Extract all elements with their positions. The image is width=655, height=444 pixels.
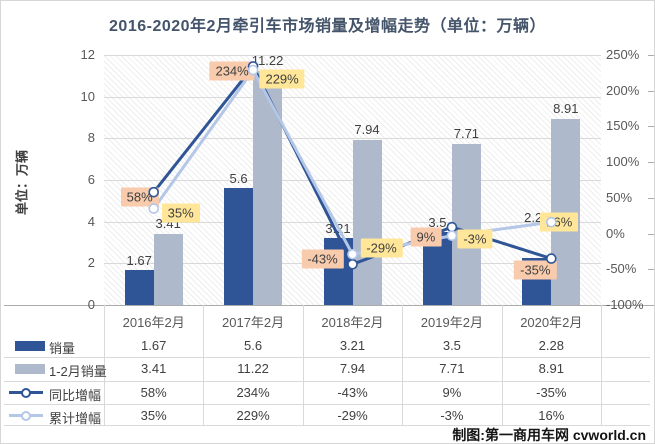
label-yoy-growth: -35% xyxy=(514,260,557,280)
category-label: 2019年2月 xyxy=(420,315,483,330)
right-axis-tick: 0% xyxy=(606,225,625,241)
label-cumulative-growth: -3% xyxy=(457,229,493,249)
table-cell: 3.21 xyxy=(339,337,366,353)
table-row-separator xyxy=(4,425,650,426)
right-axis-tick: 50% xyxy=(606,189,633,205)
table-column-separator xyxy=(601,305,602,425)
left-axis-tick: 6 xyxy=(87,172,95,187)
gridline xyxy=(104,55,601,56)
right-axis-tickmark xyxy=(648,55,654,56)
label-yoy-growth: 9% xyxy=(410,227,442,247)
table-row-separator xyxy=(4,404,650,405)
table-cell: -43% xyxy=(337,384,368,400)
table-cell: 3.41 xyxy=(141,361,167,376)
table-cell: 229% xyxy=(236,407,270,423)
bar-sales xyxy=(224,188,254,305)
label-cumulative-growth: -29% xyxy=(360,238,403,258)
legend-label: 1-2月销量 xyxy=(49,364,107,379)
bar-sales xyxy=(323,238,353,305)
table-cell: -35% xyxy=(536,384,567,400)
table-column-separator xyxy=(501,305,503,425)
legend-swatch-cumulative-sales xyxy=(15,364,45,374)
label-cumulative-growth: 229% xyxy=(259,69,305,89)
table-cell: 16% xyxy=(538,407,565,423)
bar-label-cumulative: 7.71 xyxy=(453,126,480,142)
right-axis-tick: -50% xyxy=(606,261,637,277)
bar-sales xyxy=(124,270,154,305)
left-axis-tick: 2 xyxy=(87,255,95,271)
legend-line-marker xyxy=(21,410,31,421)
category-label: 2017年2月 xyxy=(222,315,285,330)
right-axis-tick: 100% xyxy=(606,154,640,170)
table-cell: 58% xyxy=(140,384,167,400)
right-axis-tickmark xyxy=(648,126,654,128)
table-cell: 1.67 xyxy=(141,337,167,353)
table-cell: 35% xyxy=(140,407,167,423)
bar-label-cumulative: 7.94 xyxy=(354,121,380,137)
label-yoy-growth: 234% xyxy=(209,61,255,81)
right-axis-tick: -100% xyxy=(606,297,644,312)
table-cell: 5.6 xyxy=(244,337,263,353)
table-column-separator xyxy=(302,305,304,425)
left-axis-tick: 8 xyxy=(87,130,95,146)
right-axis-tickmark xyxy=(648,162,654,164)
table-cell: 8.91 xyxy=(538,361,564,376)
table-cell: 234% xyxy=(236,384,270,400)
bar-label-sales: 1.67 xyxy=(126,253,152,269)
gridline xyxy=(104,96,601,98)
table-cell: 2.28 xyxy=(538,337,564,353)
bar-cumulative-sales xyxy=(352,139,382,305)
bar-cumulative-sales xyxy=(253,71,283,305)
legend-label: 累计增幅 xyxy=(49,410,102,426)
label-yoy-growth: -43% xyxy=(301,249,344,269)
category-label: 2018年2月 xyxy=(321,315,384,330)
table-row-separator xyxy=(4,380,650,382)
left-axis-tick: 0 xyxy=(87,297,95,312)
credit-text: 制图:第一商用车网 cvworld.cn xyxy=(452,427,646,443)
bar-label-sales: 5.6 xyxy=(229,171,248,187)
legend-label: 销量 xyxy=(49,340,76,356)
bar-label-sales: 3.21 xyxy=(325,221,351,237)
right-axis-tickmark xyxy=(648,197,654,199)
label-cumulative-growth: 16% xyxy=(540,212,579,232)
table-cell: 7.94 xyxy=(339,361,366,376)
x-axis-line xyxy=(4,305,650,306)
table-cell: -29% xyxy=(337,407,368,423)
table-cell: 9% xyxy=(442,384,462,400)
table-row-separator xyxy=(4,357,650,358)
bar-cumulative-sales xyxy=(451,144,481,305)
table-cell: 11.22 xyxy=(237,361,269,376)
table-column-separator xyxy=(203,305,205,425)
right-axis-tick: 150% xyxy=(606,118,640,134)
category-label: 2016年2月 xyxy=(122,315,185,330)
right-axis-tickmark xyxy=(648,233,654,235)
table-column-separator xyxy=(104,305,105,425)
left-axis-tick: 4 xyxy=(87,213,95,229)
right-axis-tickmark xyxy=(648,305,654,306)
legend-label: 同比增幅 xyxy=(49,387,102,403)
right-axis-tick: 250% xyxy=(606,47,640,62)
bar-cumulative-sales xyxy=(153,233,183,305)
left-axis-tick: 10 xyxy=(80,88,95,104)
y-axis-title: 单位：万辆 xyxy=(14,150,30,216)
label-yoy-growth: 58% xyxy=(120,187,159,207)
table-cell: 3.5 xyxy=(442,337,461,353)
table-column-separator xyxy=(402,305,404,425)
chart-title: 2016-2020年2月牵引车市场销量及增幅走势（单位：万辆） xyxy=(109,18,546,35)
table-cell: -3% xyxy=(440,407,464,423)
left-axis-tick: 12 xyxy=(80,47,95,62)
right-axis-tick: 200% xyxy=(606,82,640,98)
legend-line-marker xyxy=(21,387,31,398)
bar-label-cumulative: 8.91 xyxy=(553,101,579,117)
right-axis-tickmark xyxy=(648,90,654,92)
legend-swatch-sales xyxy=(15,340,45,351)
right-axis-tickmark xyxy=(648,269,654,271)
table-cell: 7.71 xyxy=(439,361,465,376)
category-label: 2020年2月 xyxy=(520,315,583,330)
label-cumulative-growth: 35% xyxy=(161,203,200,223)
bar-label-cumulative: 11.22 xyxy=(251,53,284,69)
